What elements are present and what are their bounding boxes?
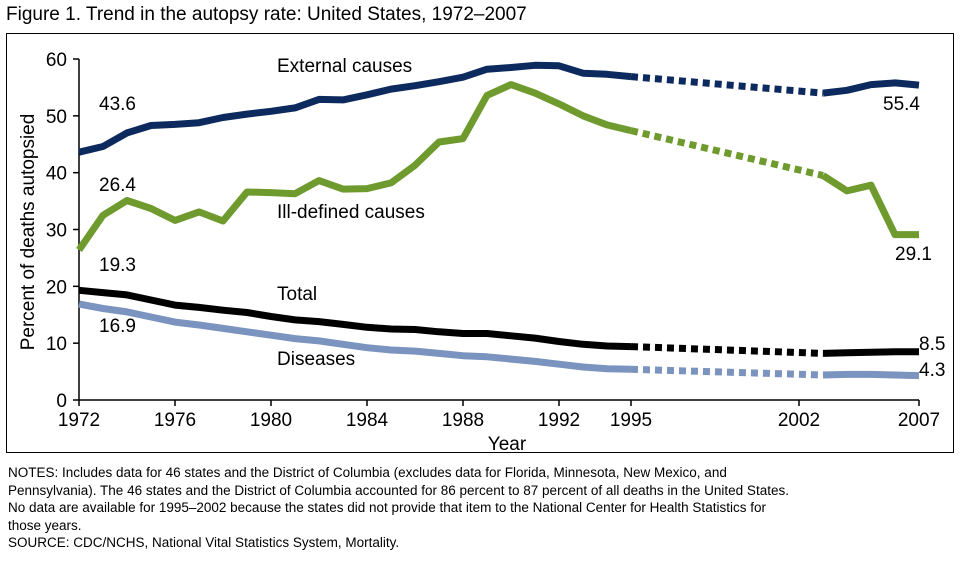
y-tick-label: 30 bbox=[46, 221, 67, 242]
series-label-external-causes: External causes bbox=[277, 56, 412, 77]
source-line: SOURCE: CDC/NCHS, National Vital Statist… bbox=[8, 535, 400, 550]
x-tick-label: 2002 bbox=[778, 410, 820, 431]
end-label-ill-defined-causes: 29.1 bbox=[895, 244, 932, 265]
y-tick-label: 60 bbox=[46, 50, 67, 71]
notes-line: No data are available for 1995–2002 beca… bbox=[8, 500, 766, 515]
series-line-diseases-1972-1995 bbox=[78, 300, 632, 373]
start-label-total: 19.3 bbox=[99, 255, 136, 276]
y-tick-label: 0 bbox=[56, 391, 67, 412]
x-tick-label: 1984 bbox=[346, 410, 389, 431]
end-label-total: 8.5 bbox=[919, 334, 945, 355]
series-line-ill-defined-causes-2003-2007 bbox=[821, 172, 919, 239]
series-gap-diseases bbox=[630, 365, 824, 379]
start-label-external-causes: 43.6 bbox=[99, 94, 136, 115]
x-tick-label: 1972 bbox=[58, 410, 100, 431]
series-line-external-causes-2003-2007 bbox=[822, 79, 920, 97]
series-line-total-2003-2007 bbox=[822, 348, 919, 357]
notes-line: NOTES: Includes data for 46 states and t… bbox=[8, 465, 727, 480]
series-line-external-causes-1972-1995 bbox=[78, 61, 632, 156]
x-tick-label: 2007 bbox=[898, 410, 940, 431]
series-line-ill-defined-causes-1972-1995 bbox=[76, 81, 632, 252]
series-label-diseases: Diseases bbox=[277, 349, 355, 370]
start-label-diseases: 16.9 bbox=[99, 316, 136, 337]
chart-frame: 0 10 20 30 40 50 60 1972 1976 1980 1984 1988 1992 19… bbox=[6, 33, 954, 453]
series-lines bbox=[76, 61, 920, 380]
notes-line: Pennsylvania). The 46 states and the Dis… bbox=[8, 482, 789, 498]
y-tick-label: 20 bbox=[46, 277, 67, 298]
series-label-ill-defined-causes: Ill-defined causes bbox=[277, 202, 425, 223]
notes-line: those years. bbox=[8, 517, 82, 533]
notes-block: NOTES: Includes data for 46 states and t… bbox=[8, 464, 956, 552]
x-ticks: 1972 1976 1980 1984 1988 1992 1995 2002 2007 bbox=[58, 400, 940, 431]
series-line-total-1972-1995 bbox=[78, 286, 632, 351]
start-label-ill-defined-causes: 26.4 bbox=[99, 175, 136, 196]
end-label-diseases: 4.3 bbox=[919, 360, 945, 381]
x-tick-label: 1995 bbox=[610, 410, 652, 431]
series-line-diseases-2003-2007 bbox=[822, 370, 920, 380]
series-gap-total bbox=[630, 343, 824, 357]
y-tick-label: 10 bbox=[46, 334, 67, 355]
x-tick-label: 1980 bbox=[250, 410, 292, 431]
y-axis-label: Percent of deaths autopsied bbox=[18, 114, 39, 351]
end-label-external-causes: 55.4 bbox=[883, 94, 920, 115]
y-tick-label: 40 bbox=[46, 164, 67, 185]
x-tick-label: 1988 bbox=[442, 410, 484, 431]
series-gap-external-causes bbox=[630, 73, 824, 97]
y-tick-label: 50 bbox=[46, 107, 67, 128]
series-gap-ill-defined-causes bbox=[630, 127, 824, 179]
series-label-total: Total bbox=[277, 284, 317, 305]
y-ticks: 0 10 20 30 40 50 60 bbox=[46, 50, 79, 412]
figure-title: Figure 1. Trend in the autopsy rate: Uni… bbox=[6, 4, 527, 25]
x-axis-label: Year bbox=[488, 434, 527, 452]
x-tick-label: 1992 bbox=[538, 410, 580, 431]
x-tick-label: 1976 bbox=[154, 410, 196, 431]
